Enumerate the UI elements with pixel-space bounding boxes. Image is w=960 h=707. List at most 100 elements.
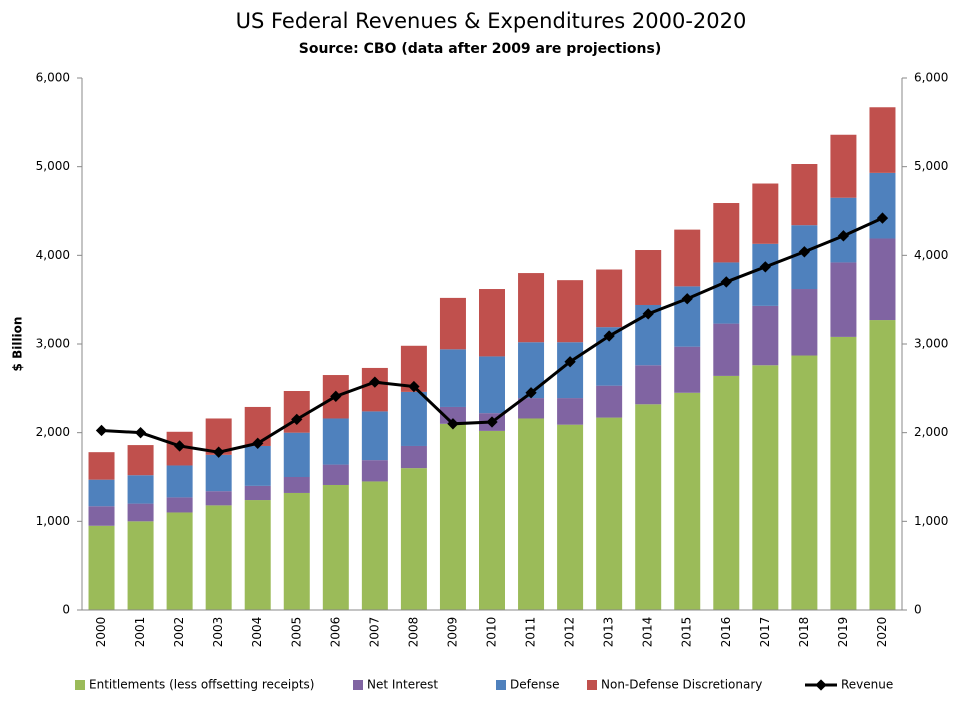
chart-title: US Federal Revenues & Expenditures 2000-…: [236, 9, 747, 33]
legend-swatch: [815, 679, 827, 691]
bar-segment: [518, 418, 545, 610]
bar-segment: [791, 289, 818, 356]
bar-segment: [88, 525, 115, 610]
bar-segment: [635, 365, 662, 405]
bar-segment: [479, 289, 505, 357]
line-marker: [798, 246, 811, 258]
bar-segment: [635, 250, 662, 305]
bar-segment: [674, 346, 701, 393]
bar-segment: [400, 468, 427, 610]
bar-segment: [400, 391, 427, 446]
bar-segment: [127, 475, 154, 504]
legend-swatch: [496, 680, 506, 690]
x-tick-label: 2019: [836, 617, 850, 648]
bar-segment: [322, 464, 349, 485]
bar-segment: [361, 367, 388, 412]
x-tick-label: 2011: [524, 617, 538, 648]
y-tick-label: 1,000: [36, 514, 70, 528]
legend-swatch: [75, 680, 85, 690]
bar-segment: [869, 320, 896, 610]
x-tick-label: 2012: [563, 617, 577, 648]
line-marker: [876, 212, 889, 224]
bar-segment: [127, 445, 154, 476]
line-marker: [564, 356, 576, 368]
bar-segment: [205, 491, 232, 506]
bar-segment: [283, 477, 310, 493]
bar-segment: [830, 262, 857, 337]
x-tick-label: 2010: [485, 617, 499, 648]
bar-segment: [166, 512, 193, 610]
line-marker: [837, 230, 850, 242]
bar-segment: [88, 452, 115, 480]
y2-tick-label: 2,000: [914, 425, 948, 439]
y2-tick-label: 3,000: [914, 337, 948, 351]
line-marker: [720, 276, 732, 288]
line-marker: [525, 387, 537, 399]
x-tick-label: 2001: [133, 617, 147, 648]
y-tick-label: 5,000: [36, 159, 70, 173]
bar-segment: [518, 398, 545, 419]
bar-segment: [361, 481, 388, 610]
line-marker: [134, 427, 147, 439]
x-tick-label: 2017: [758, 617, 772, 648]
bar-segment: [635, 404, 662, 610]
x-tick-label: 2020: [875, 617, 889, 648]
line-marker: [642, 308, 654, 320]
bar-segment: [244, 500, 271, 610]
bar-segment: [322, 484, 349, 610]
x-tick-label: 2004: [250, 617, 264, 648]
bar-segment: [869, 107, 896, 173]
bar-segment: [244, 485, 271, 501]
line-marker: [681, 293, 693, 305]
y-tick-label: 0: [62, 603, 70, 617]
bar-segment: [283, 432, 310, 477]
line-marker: [330, 390, 342, 402]
bar-segment: [88, 506, 115, 526]
bar-segment: [479, 430, 505, 610]
bar-segment: [361, 411, 388, 461]
y2-tick-label: 5,000: [914, 159, 948, 173]
bar-segment: [361, 460, 388, 482]
legend-label: Entitlements (less offsetting receipts): [89, 678, 314, 692]
bar-segment: [400, 445, 427, 469]
y2-tick-label: 0: [914, 603, 922, 617]
bar-segment: [713, 323, 740, 376]
x-tick-label: 2013: [602, 617, 616, 648]
bar-segment: [713, 262, 740, 324]
bar-segment: [674, 229, 701, 287]
x-tick-label: 2014: [641, 617, 655, 648]
bar-segment: [791, 355, 818, 610]
bar-segment: [283, 492, 310, 610]
line-marker: [291, 413, 303, 426]
line-marker: [759, 261, 771, 273]
legend-label: Defense: [510, 678, 559, 692]
y-axis-label: $ Billion: [11, 317, 25, 372]
bar-segment: [127, 521, 154, 610]
bar-segment: [557, 280, 584, 343]
bar-segment: [752, 365, 779, 610]
bar-segment: [752, 243, 779, 306]
bar-segment: [791, 164, 818, 226]
line-marker: [447, 418, 459, 430]
legend-label: Net Interest: [367, 678, 438, 692]
line-marker: [252, 437, 264, 449]
x-tick-label: 2003: [211, 617, 225, 648]
y-tick-label: 6,000: [36, 71, 70, 85]
legend-label: Revenue: [841, 678, 893, 692]
line-marker: [213, 446, 225, 458]
line-marker: [603, 330, 615, 342]
line-marker: [408, 380, 420, 393]
bar-segment: [166, 497, 193, 513]
x-tick-label: 2000: [94, 617, 108, 648]
bar-segment: [439, 423, 466, 610]
x-tick-label: 2018: [797, 617, 811, 648]
line-marker: [369, 376, 381, 388]
bar-segment: [557, 398, 584, 425]
bar-segment: [127, 503, 154, 522]
y-tick-label: 2,000: [36, 425, 70, 439]
x-tick-label: 2008: [406, 617, 420, 648]
legend-swatch: [587, 680, 597, 690]
y-tick-label: 3,000: [36, 337, 70, 351]
y-tick-label: 4,000: [36, 248, 70, 262]
